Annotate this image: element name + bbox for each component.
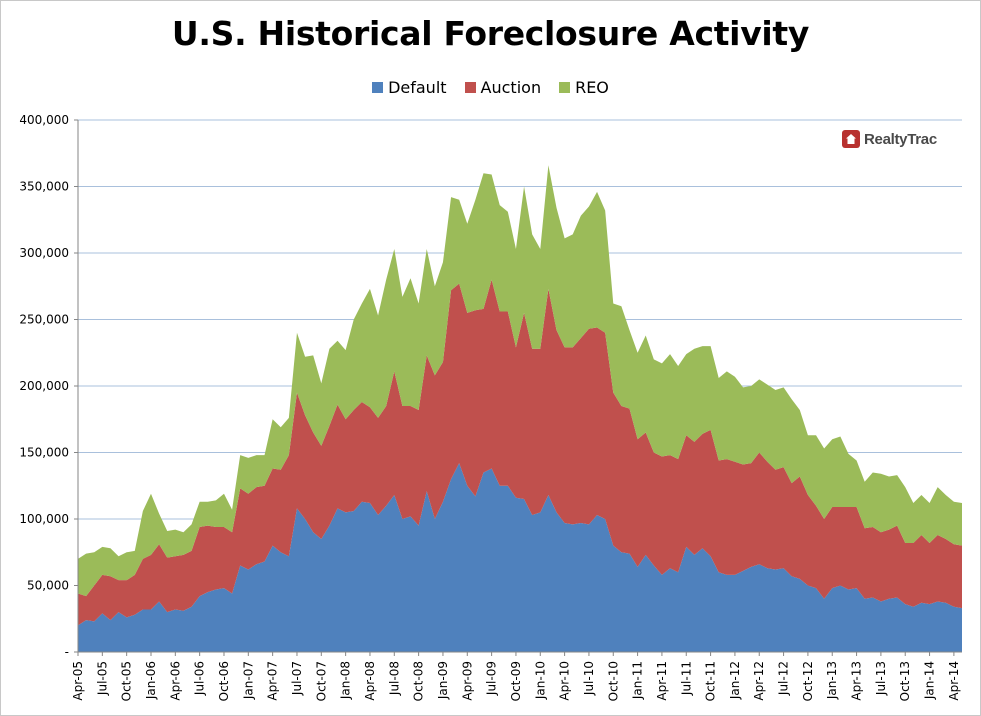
chart-title: U.S. Historical Foreclosure Activity bbox=[171, 14, 810, 53]
x-tick-label: Jan-14 bbox=[923, 661, 937, 700]
x-tick-label: Jul-09 bbox=[485, 661, 499, 696]
y-tick-label: 400,000 bbox=[19, 113, 69, 127]
x-tick-label: Apr-10 bbox=[558, 661, 572, 701]
x-tick-label: Jul-12 bbox=[777, 661, 791, 696]
x-tick-label: Apr-05 bbox=[71, 661, 85, 701]
x-tick-label: Oct-10 bbox=[606, 661, 620, 701]
x-tick-label: Apr-08 bbox=[363, 661, 377, 701]
x-tick-label: Oct-13 bbox=[898, 661, 912, 701]
x-tick-label: Jul-07 bbox=[290, 661, 304, 696]
x-tick-label: Apr-11 bbox=[655, 661, 669, 701]
x-tick-label: Jan-10 bbox=[533, 661, 547, 700]
x-tick-label: Oct-11 bbox=[704, 661, 718, 701]
x-tick-label: Oct-09 bbox=[509, 661, 523, 701]
x-tick-label: Apr-14 bbox=[947, 661, 961, 701]
x-tick-label: Jan-08 bbox=[339, 661, 353, 700]
x-tick-label: Jan-12 bbox=[728, 661, 742, 700]
x-tick-label: Jul-13 bbox=[874, 661, 888, 696]
y-axis-ticks: - 50,000 100,000 150,000 200,000 250,000 300,0… bbox=[19, 113, 78, 659]
x-tick-label: Oct-05 bbox=[120, 661, 134, 701]
x-tick-label: Oct-12 bbox=[801, 661, 815, 701]
y-tick-label: 350,000 bbox=[19, 180, 69, 194]
legend-label-auction: Auction bbox=[480, 78, 542, 97]
realtytrac-logo: RealtyTrac bbox=[842, 130, 937, 148]
logo-wordmark: RealtyTrac bbox=[864, 130, 937, 148]
y-tick-label: 50,000 bbox=[27, 579, 69, 593]
y-tick-label: 200,000 bbox=[19, 379, 69, 393]
stacked-areas bbox=[78, 165, 962, 652]
x-tick-label: Oct-08 bbox=[412, 661, 426, 701]
y-tick-label: 150,000 bbox=[19, 446, 69, 460]
y-tick-label: 100,000 bbox=[19, 512, 69, 526]
area-auction bbox=[78, 279, 962, 626]
house-icon bbox=[842, 130, 860, 148]
x-tick-label: Jan-06 bbox=[144, 661, 158, 700]
x-tick-label: Jan-07 bbox=[241, 661, 255, 700]
x-tick-label: Oct-06 bbox=[217, 661, 231, 701]
y-tick-label: 300,000 bbox=[19, 246, 69, 260]
legend-swatch-reo bbox=[559, 82, 571, 93]
legend-swatch-default bbox=[372, 82, 384, 93]
x-tick-label: Apr-07 bbox=[266, 661, 280, 701]
x-tick-label: Apr-09 bbox=[460, 661, 474, 701]
x-tick-label: Oct-07 bbox=[314, 661, 328, 701]
x-tick-label: Jul-06 bbox=[193, 661, 207, 696]
legend: Default Auction REO bbox=[0, 78, 981, 97]
x-tick-label: Jul-05 bbox=[95, 661, 109, 696]
legend-label-reo: REO bbox=[575, 78, 609, 97]
y-tick-label: 250,000 bbox=[19, 313, 69, 327]
y-tick-label: - bbox=[65, 645, 69, 659]
x-tick-label: Jan-13 bbox=[825, 661, 839, 700]
legend-label-default: Default bbox=[388, 78, 447, 97]
x-tick-label: Jul-10 bbox=[582, 661, 596, 696]
x-tick-label: Apr-13 bbox=[850, 661, 864, 701]
legend-item-default: Default bbox=[372, 78, 447, 97]
area-reo bbox=[78, 165, 962, 597]
x-axis-ticks: Apr-05 Jul-05 Oct-05 Jan-06 Apr-06 Jul-06 Oct-… bbox=[71, 652, 961, 701]
x-tick-label: Jul-11 bbox=[679, 661, 693, 696]
x-tick-label: Jan-09 bbox=[436, 661, 450, 700]
x-tick-label: Apr-06 bbox=[168, 661, 182, 701]
x-tick-label: Jul-08 bbox=[387, 661, 401, 696]
legend-swatch-auction bbox=[464, 82, 476, 93]
area-default bbox=[78, 463, 962, 652]
legend-item-reo: REO bbox=[559, 78, 609, 97]
legend-item-auction: Auction bbox=[464, 78, 542, 97]
x-tick-label: Jan-11 bbox=[631, 661, 645, 700]
x-tick-label: Apr-12 bbox=[752, 661, 766, 701]
